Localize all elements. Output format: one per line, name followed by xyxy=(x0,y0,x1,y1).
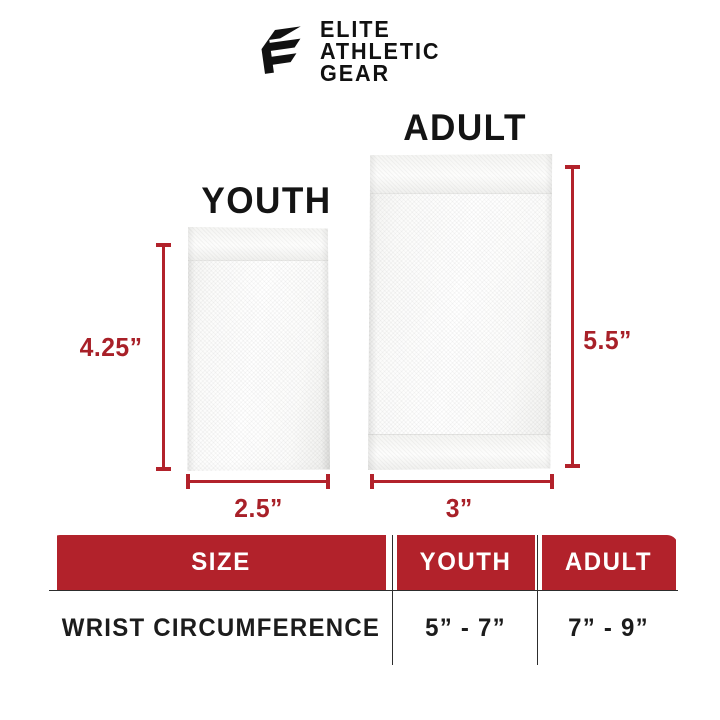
size-table-container: SIZE YOUTH ADULT WRIST CIRCUMFERENCE 5” … xyxy=(48,534,679,666)
youth-width-measurement: 2.5” xyxy=(234,493,283,523)
wordmark-line-1: ELITE xyxy=(320,16,391,42)
header-adult: ADULT xyxy=(540,535,676,591)
adult-sleeve-right-shading xyxy=(545,154,553,470)
size-chart-table: SIZE YOUTH ADULT WRIST CIRCUMFERENCE 5” … xyxy=(48,534,679,666)
youth-height-dimension-line xyxy=(156,243,171,471)
elite-athletic-gear-e-monogram-icon xyxy=(258,25,310,77)
adult-height-dimension-line xyxy=(565,165,580,468)
brand-logo: ELITE ATHLETIC GEAR xyxy=(258,16,448,87)
adult-width-measurement: 3” xyxy=(445,493,473,523)
table-header-row: SIZE YOUTH ADULT xyxy=(49,535,678,591)
youth-sleeve-right-shading xyxy=(321,227,330,471)
adult-product-label: ADULT xyxy=(403,107,527,148)
youth-product-label: YOUTH xyxy=(201,180,332,221)
youth-sleeve-image xyxy=(187,227,330,471)
youth-width-dimension-line xyxy=(186,474,330,489)
wordmark-line-2: ATHLETIC xyxy=(320,38,441,65)
wordmark-line-3: GEAR xyxy=(320,60,390,87)
brand-wordmark: ELITE ATHLETIC GEAR xyxy=(320,16,448,87)
adult-width-dimension-line xyxy=(370,474,554,489)
row-youth-value: 5” - 7” xyxy=(395,590,536,665)
header-size: SIZE xyxy=(55,535,387,591)
youth-height-measurement: 4.25” xyxy=(79,332,143,362)
row-measurement-name: WRIST CIRCUMFERENCE xyxy=(55,590,387,665)
adult-sleeve-bottom-hem xyxy=(368,434,553,470)
adult-sleeve-top-hem xyxy=(368,154,553,194)
youth-sleeve-top-hem xyxy=(187,227,330,261)
header-youth: YOUTH xyxy=(395,535,536,591)
adult-sleeve-left-shading xyxy=(368,154,377,470)
table-row: WRIST CIRCUMFERENCE 5” - 7” 7” - 9” xyxy=(49,590,678,665)
adult-height-measurement: 5.5” xyxy=(583,325,632,355)
row-adult-value: 7” - 9” xyxy=(540,590,676,665)
youth-sleeve-left-shading xyxy=(187,227,195,471)
adult-sleeve-image xyxy=(368,154,553,470)
